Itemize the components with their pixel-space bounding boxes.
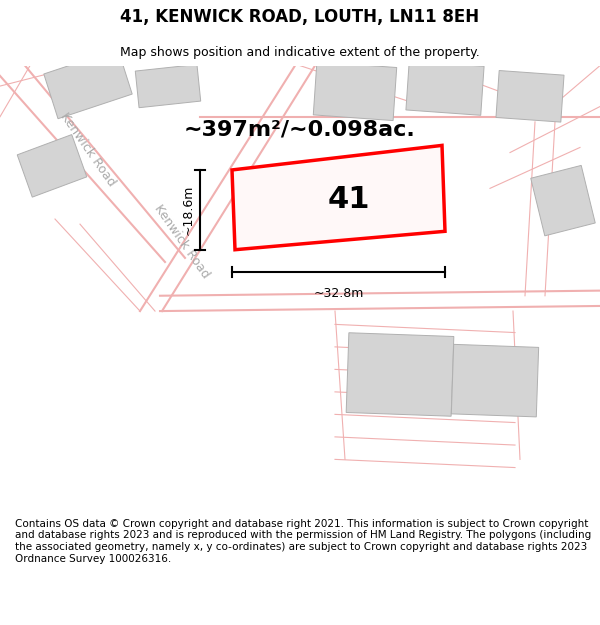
Polygon shape <box>232 146 445 250</box>
Text: Kenwick Road: Kenwick Road <box>152 202 212 281</box>
Polygon shape <box>406 61 484 115</box>
Polygon shape <box>135 64 201 108</box>
Polygon shape <box>531 166 595 236</box>
Text: Kenwick Road: Kenwick Road <box>58 110 118 189</box>
Polygon shape <box>44 49 132 119</box>
Text: 41: 41 <box>327 184 370 214</box>
Polygon shape <box>346 332 454 416</box>
Polygon shape <box>17 134 87 197</box>
Polygon shape <box>496 71 564 122</box>
Polygon shape <box>313 62 397 121</box>
Text: ~18.6m: ~18.6m <box>182 184 195 235</box>
Text: ~32.8m: ~32.8m <box>313 286 364 299</box>
Text: 41, KENWICK ROAD, LOUTH, LN11 8EH: 41, KENWICK ROAD, LOUTH, LN11 8EH <box>121 8 479 26</box>
Text: Map shows position and indicative extent of the property.: Map shows position and indicative extent… <box>120 46 480 59</box>
Text: Contains OS data © Crown copyright and database right 2021. This information is : Contains OS data © Crown copyright and d… <box>15 519 591 564</box>
Text: ~397m²/~0.098ac.: ~397m²/~0.098ac. <box>184 119 416 139</box>
Polygon shape <box>451 344 539 417</box>
